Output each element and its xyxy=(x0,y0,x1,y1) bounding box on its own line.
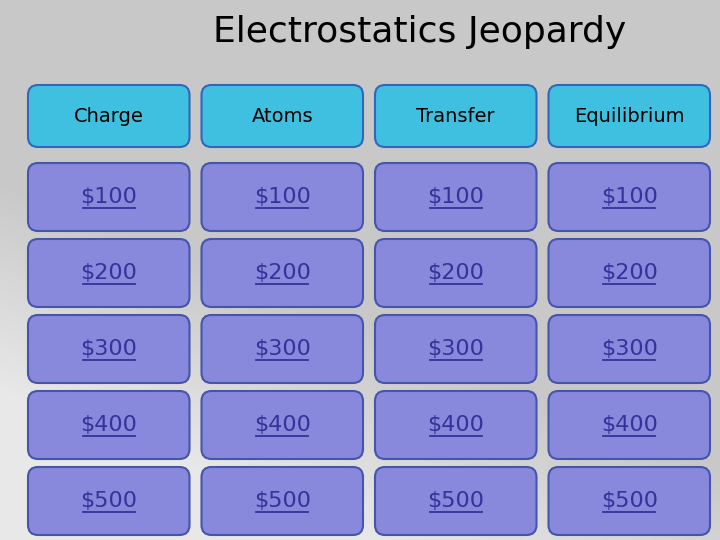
FancyBboxPatch shape xyxy=(202,391,363,459)
Text: $500: $500 xyxy=(600,491,658,511)
Text: $400: $400 xyxy=(427,415,484,435)
Text: $100: $100 xyxy=(254,187,311,207)
FancyBboxPatch shape xyxy=(549,467,710,535)
Text: $200: $200 xyxy=(600,263,657,283)
Text: $300: $300 xyxy=(81,339,138,359)
FancyBboxPatch shape xyxy=(202,239,363,307)
Text: $500: $500 xyxy=(427,491,485,511)
Text: $400: $400 xyxy=(600,415,657,435)
FancyBboxPatch shape xyxy=(202,163,363,231)
Text: Charge: Charge xyxy=(74,106,144,125)
FancyBboxPatch shape xyxy=(202,85,363,147)
Text: $300: $300 xyxy=(600,339,657,359)
Text: Electrostatics Jeopardy: Electrostatics Jeopardy xyxy=(213,15,626,49)
Text: Transfer: Transfer xyxy=(416,106,495,125)
FancyBboxPatch shape xyxy=(28,239,189,307)
FancyBboxPatch shape xyxy=(549,315,710,383)
FancyBboxPatch shape xyxy=(28,391,189,459)
Text: $200: $200 xyxy=(254,263,311,283)
FancyBboxPatch shape xyxy=(28,315,189,383)
Text: Equilibrium: Equilibrium xyxy=(574,106,685,125)
FancyBboxPatch shape xyxy=(549,85,710,147)
FancyBboxPatch shape xyxy=(28,467,189,535)
Text: $100: $100 xyxy=(600,187,657,207)
Text: $500: $500 xyxy=(253,491,311,511)
FancyBboxPatch shape xyxy=(375,467,536,535)
FancyBboxPatch shape xyxy=(375,85,536,147)
Text: $200: $200 xyxy=(81,263,138,283)
FancyBboxPatch shape xyxy=(549,391,710,459)
Text: $400: $400 xyxy=(81,415,138,435)
Text: $300: $300 xyxy=(427,339,484,359)
Text: $300: $300 xyxy=(254,339,311,359)
Text: $100: $100 xyxy=(427,187,484,207)
FancyBboxPatch shape xyxy=(202,315,363,383)
Text: $500: $500 xyxy=(80,491,138,511)
Text: Atoms: Atoms xyxy=(251,106,313,125)
Text: $200: $200 xyxy=(427,263,484,283)
FancyBboxPatch shape xyxy=(28,85,189,147)
FancyBboxPatch shape xyxy=(375,315,536,383)
FancyBboxPatch shape xyxy=(549,163,710,231)
FancyBboxPatch shape xyxy=(28,163,189,231)
FancyBboxPatch shape xyxy=(375,391,536,459)
FancyBboxPatch shape xyxy=(375,163,536,231)
FancyBboxPatch shape xyxy=(549,239,710,307)
Text: $400: $400 xyxy=(254,415,311,435)
FancyBboxPatch shape xyxy=(202,467,363,535)
FancyBboxPatch shape xyxy=(375,239,536,307)
Text: $100: $100 xyxy=(81,187,138,207)
